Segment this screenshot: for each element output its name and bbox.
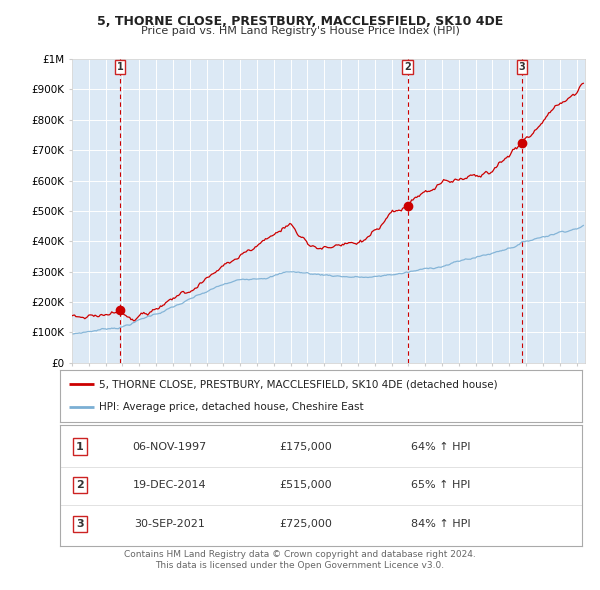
- Text: This data is licensed under the Open Government Licence v3.0.: This data is licensed under the Open Gov…: [155, 560, 445, 569]
- Text: 3: 3: [76, 519, 83, 529]
- Text: 1: 1: [76, 441, 84, 451]
- Text: £515,000: £515,000: [279, 480, 332, 490]
- Text: £175,000: £175,000: [279, 441, 332, 451]
- Text: 64% ↑ HPI: 64% ↑ HPI: [412, 441, 471, 451]
- Text: 5, THORNE CLOSE, PRESTBURY, MACCLESFIELD, SK10 4DE (detached house): 5, THORNE CLOSE, PRESTBURY, MACCLESFIELD…: [99, 379, 498, 389]
- Text: £725,000: £725,000: [279, 519, 332, 529]
- Text: 06-NOV-1997: 06-NOV-1997: [133, 441, 207, 451]
- Text: 5, THORNE CLOSE, PRESTBURY, MACCLESFIELD, SK10 4DE: 5, THORNE CLOSE, PRESTBURY, MACCLESFIELD…: [97, 15, 503, 28]
- Text: 30-SEP-2021: 30-SEP-2021: [134, 519, 205, 529]
- Text: 3: 3: [518, 61, 526, 71]
- Text: Price paid vs. HM Land Registry's House Price Index (HPI): Price paid vs. HM Land Registry's House …: [140, 26, 460, 36]
- Text: 1: 1: [116, 61, 124, 71]
- Text: Contains HM Land Registry data © Crown copyright and database right 2024.: Contains HM Land Registry data © Crown c…: [124, 550, 476, 559]
- Text: 2: 2: [404, 61, 411, 71]
- Text: 84% ↑ HPI: 84% ↑ HPI: [411, 519, 471, 529]
- Text: 19-DEC-2014: 19-DEC-2014: [133, 480, 206, 490]
- Text: 2: 2: [76, 480, 84, 490]
- Text: HPI: Average price, detached house, Cheshire East: HPI: Average price, detached house, Ches…: [99, 402, 364, 412]
- Text: 65% ↑ HPI: 65% ↑ HPI: [412, 480, 471, 490]
